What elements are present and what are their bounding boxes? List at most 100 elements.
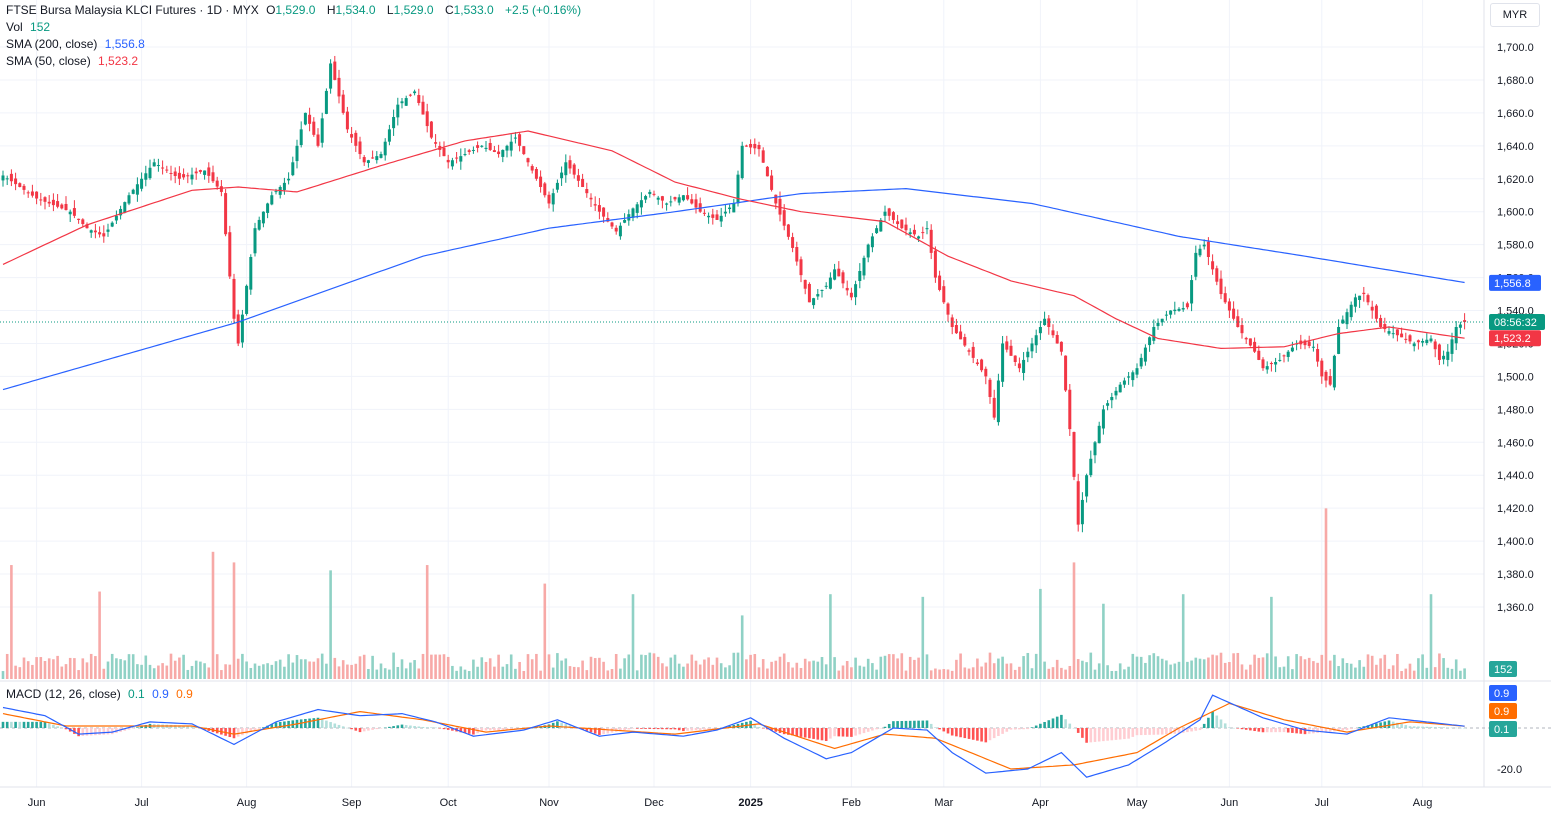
- macd-histogram-bar: [1433, 727, 1437, 728]
- volume-bar: [182, 654, 185, 679]
- volume-bar: [774, 660, 778, 679]
- volume-bar: [1307, 657, 1311, 679]
- candle-body: [1278, 359, 1282, 361]
- volume-bar: [1186, 661, 1189, 679]
- candle-body: [791, 237, 795, 248]
- volume-bar: [1408, 663, 1412, 679]
- volume-bar: [690, 654, 694, 679]
- macd-histogram-bar: [1034, 725, 1038, 728]
- candle-body: [102, 233, 106, 237]
- time-tick-label: Jul: [135, 797, 149, 809]
- volume-bar: [593, 658, 597, 679]
- macd-histogram-bar: [585, 728, 589, 731]
- volume-bar: [169, 653, 173, 679]
- volume-bar: [913, 659, 916, 679]
- macd-histogram-bar: [593, 728, 597, 734]
- macd-histogram-bar: [320, 719, 324, 728]
- volume-bar: [1068, 665, 1072, 679]
- candle-body: [1454, 327, 1458, 344]
- candle-body: [362, 157, 366, 163]
- candle-body: [366, 160, 370, 163]
- macd-label[interactable]: MACD (12, 26, close): [6, 687, 121, 701]
- volume-bar: [77, 670, 80, 679]
- macd-histogram-bar: [451, 728, 454, 731]
- macd-histogram-bar: [1081, 728, 1084, 738]
- macd-histogram-bar: [329, 722, 332, 728]
- volume-bar: [602, 661, 605, 679]
- candle-body: [765, 166, 769, 177]
- candle-body: [509, 141, 513, 151]
- candle-body: [1437, 344, 1441, 360]
- volume-label[interactable]: Vol: [6, 20, 23, 34]
- macd-histogram-bar: [1068, 723, 1072, 728]
- candle-body: [1080, 499, 1084, 525]
- macd-histogram-bar: [1093, 728, 1097, 742]
- volume-bar: [728, 665, 731, 679]
- candle-body: [560, 172, 564, 179]
- macd-histogram-bar: [1370, 724, 1374, 728]
- volume-bar: [1228, 662, 1231, 679]
- volume-bar: [144, 655, 148, 679]
- volume-bar: [1148, 655, 1151, 679]
- time-tick-label: May: [1127, 797, 1148, 809]
- candle-body: [770, 175, 774, 190]
- candle-body: [799, 259, 803, 276]
- macd-histogram-bar: [640, 728, 643, 729]
- volume-bar: [1047, 668, 1051, 679]
- volume-bar: [60, 666, 64, 679]
- volume-bar: [1333, 654, 1336, 679]
- candle-body: [211, 172, 215, 182]
- candle-body: [1206, 241, 1210, 257]
- volume-bar: [341, 660, 345, 679]
- macd-histogram-bar: [413, 726, 416, 728]
- candle-body: [1177, 308, 1181, 311]
- candle-body: [85, 224, 89, 229]
- macd-histogram-bar: [635, 728, 639, 729]
- time-tick-label: Oct: [440, 797, 457, 809]
- volume-bar: [1232, 653, 1235, 679]
- candle-body: [572, 164, 576, 175]
- volume-bar: [425, 565, 429, 679]
- symbol-title[interactable]: FTSE Bursa Malaysia KLCI Futures · 1D · …: [6, 3, 259, 17]
- candle-body: [261, 211, 265, 224]
- volume-bar: [262, 664, 265, 679]
- sma50-label[interactable]: SMA (50, close): [6, 54, 91, 68]
- volume-bar: [68, 657, 72, 679]
- price-tick-label: 1,700.0: [1497, 42, 1534, 54]
- candle-body: [715, 214, 719, 220]
- candle-body: [589, 197, 593, 200]
- candle-body: [1190, 280, 1194, 304]
- countdown-badge-bg: [1489, 314, 1545, 331]
- candle-body: [144, 173, 148, 180]
- volume-bar: [803, 658, 807, 679]
- volume-bar: [572, 666, 576, 679]
- macd-histogram-bar: [1375, 723, 1378, 728]
- candle-body: [274, 191, 278, 193]
- candle-body: [522, 146, 526, 155]
- macd-histogram-bar: [1156, 728, 1160, 735]
- candle-body: [614, 227, 618, 232]
- candle-body: [698, 203, 702, 212]
- open-value: 1,529.0: [275, 3, 316, 17]
- macd-histogram-bar: [434, 727, 437, 729]
- macd-histogram-bar: [1177, 728, 1181, 734]
- currency-button[interactable]: MYR: [1490, 3, 1540, 27]
- candle-body: [64, 203, 68, 211]
- candle-body: [72, 208, 76, 216]
- volume-bar: [1135, 656, 1139, 679]
- macd-histogram-bar: [278, 721, 282, 728]
- volume-bar: [917, 657, 920, 679]
- volume-bar: [841, 665, 845, 679]
- volume-bar: [1026, 652, 1030, 679]
- volume-bar: [1177, 661, 1181, 679]
- candle-body: [938, 275, 942, 290]
- macd-histogram-bar: [883, 726, 887, 728]
- macd-histogram-bar: [459, 728, 463, 733]
- sma200-label[interactable]: SMA (200, close): [6, 37, 98, 51]
- volume-bar: [879, 656, 883, 679]
- price-tick-label: 1,660.0: [1497, 108, 1534, 120]
- candle-body: [1433, 341, 1437, 350]
- candle-body: [543, 183, 547, 196]
